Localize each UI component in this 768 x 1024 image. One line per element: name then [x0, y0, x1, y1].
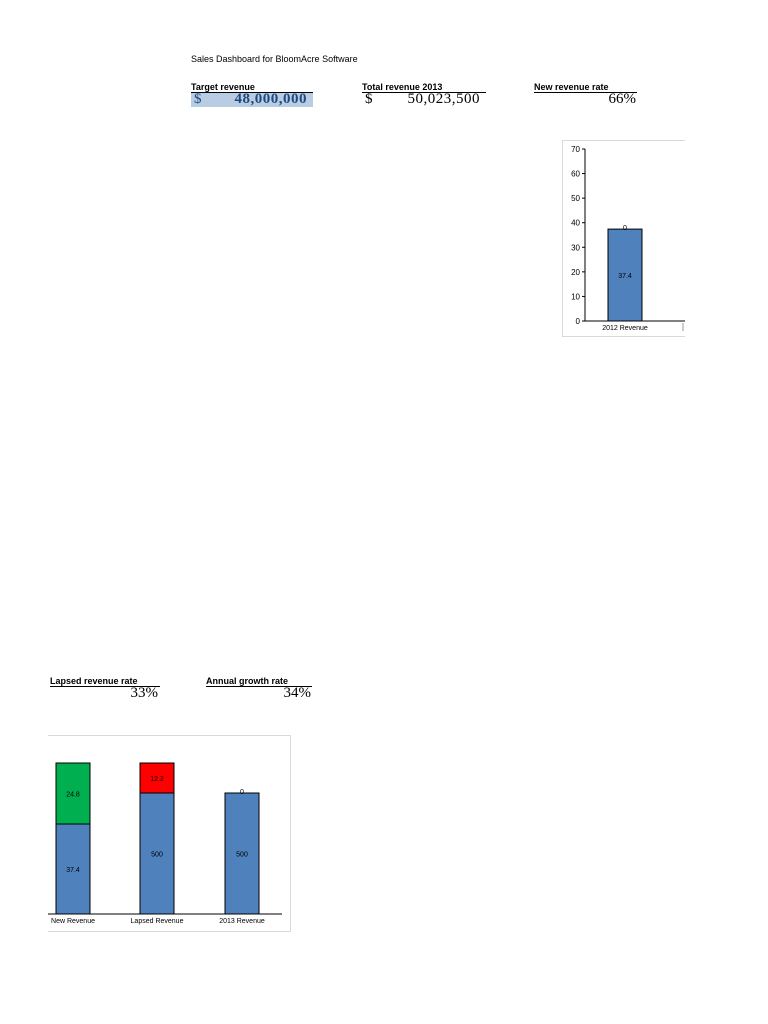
bar-2012-revenue	[607, 228, 643, 322]
new-revenue-rate-label: New revenue rate	[534, 82, 609, 92]
lapsed-revenue-rate-value: 33%	[130, 685, 159, 701]
lapsed-revenue-rate-label: Lapsed revenue rate	[50, 676, 138, 686]
dashboard-title: Sales Dashboard for BloomAcre Software	[191, 54, 358, 64]
total-revenue-label: Total revenue 2013	[362, 82, 443, 92]
bar-base-segment	[139, 792, 175, 915]
target-revenue-value: 48,000,000	[234, 91, 307, 107]
bar-change-segment	[139, 762, 175, 794]
x-category-label: Lapsed Revenue	[131, 918, 184, 925]
bar-base-segment	[224, 792, 260, 915]
y-tick-label: 70	[571, 145, 580, 154]
annual-growth-rate-label: Annual growth rate	[206, 676, 289, 686]
annual-growth-rate-underline	[206, 686, 312, 687]
revenue-2012-chart: 0 10 20 30 40 50 60 70 37.4 0 2012 Revenue	[562, 140, 685, 337]
bar-base-value-label: 500	[236, 852, 248, 859]
new-revenue-rate-underline	[534, 92, 637, 93]
bar-change-value-label: 24.8	[66, 792, 80, 799]
bar-base-segment	[55, 823, 91, 915]
bar-top-label: 0	[623, 225, 627, 232]
revenue-bridge-chart-svg: 37.4 24.8 New Revenue 500 12.2 Lapsed Revenue…	[48, 762, 282, 925]
y-tick-label: 30	[571, 243, 580, 252]
revenue-2012-chart-svg: 0 10 20 30 40 50 60 70 37.4 0 2012 Revenue	[571, 145, 685, 332]
bar-base-value-label: 37.4	[66, 867, 80, 874]
y-tick-label: 60	[571, 170, 580, 179]
new-revenue-rate-kpi: New revenue rate 66%	[534, 82, 637, 108]
total-revenue-kpi: Total revenue 2013 $ 50,023,500	[362, 82, 486, 108]
total-revenue-value: 50,023,500	[407, 91, 480, 107]
total-revenue-underline	[362, 92, 486, 93]
bar-value-label: 37.4	[618, 273, 632, 280]
y-tick-label: 40	[571, 219, 580, 228]
lapsed-revenue-rate-underline	[50, 686, 160, 687]
revenue-bridge-chart: 37.4 24.8 New Revenue 500 12.2 Lapsed Revenue…	[48, 735, 291, 932]
bar-change-value-label: 12.2	[150, 776, 164, 783]
y-tick-label: 20	[571, 268, 580, 277]
target-revenue-currency: $	[194, 91, 202, 107]
bar-change-segment	[55, 762, 91, 825]
x-category-label: 2012 Revenue	[602, 325, 648, 332]
target-revenue-value-cell: $ 48,000,000	[191, 91, 313, 107]
new-revenue-rate-value: 66%	[608, 91, 637, 107]
annual-growth-rate-value: 34%	[283, 685, 312, 701]
y-tick-label: 0	[576, 317, 581, 326]
y-tick-label: 50	[571, 194, 580, 203]
target-revenue-underline	[191, 92, 313, 93]
total-revenue-currency: $	[365, 91, 373, 107]
total-revenue-value-cell: $ 50,023,500	[362, 91, 486, 107]
bar-base-value-label: 500	[151, 852, 163, 859]
lapsed-revenue-rate-kpi: Lapsed revenue rate 33%	[50, 676, 160, 702]
bar-top-label: 0	[240, 789, 244, 796]
x-category-label: New Revenue	[51, 918, 95, 925]
x-category-label: 2013 Revenue	[219, 918, 265, 925]
annual-growth-rate-kpi: Annual growth rate 34%	[206, 676, 312, 702]
target-revenue-kpi: Target revenue $ 48,000,000	[191, 82, 313, 108]
target-revenue-label: Target revenue	[191, 82, 255, 92]
y-tick-label: 10	[571, 292, 580, 301]
